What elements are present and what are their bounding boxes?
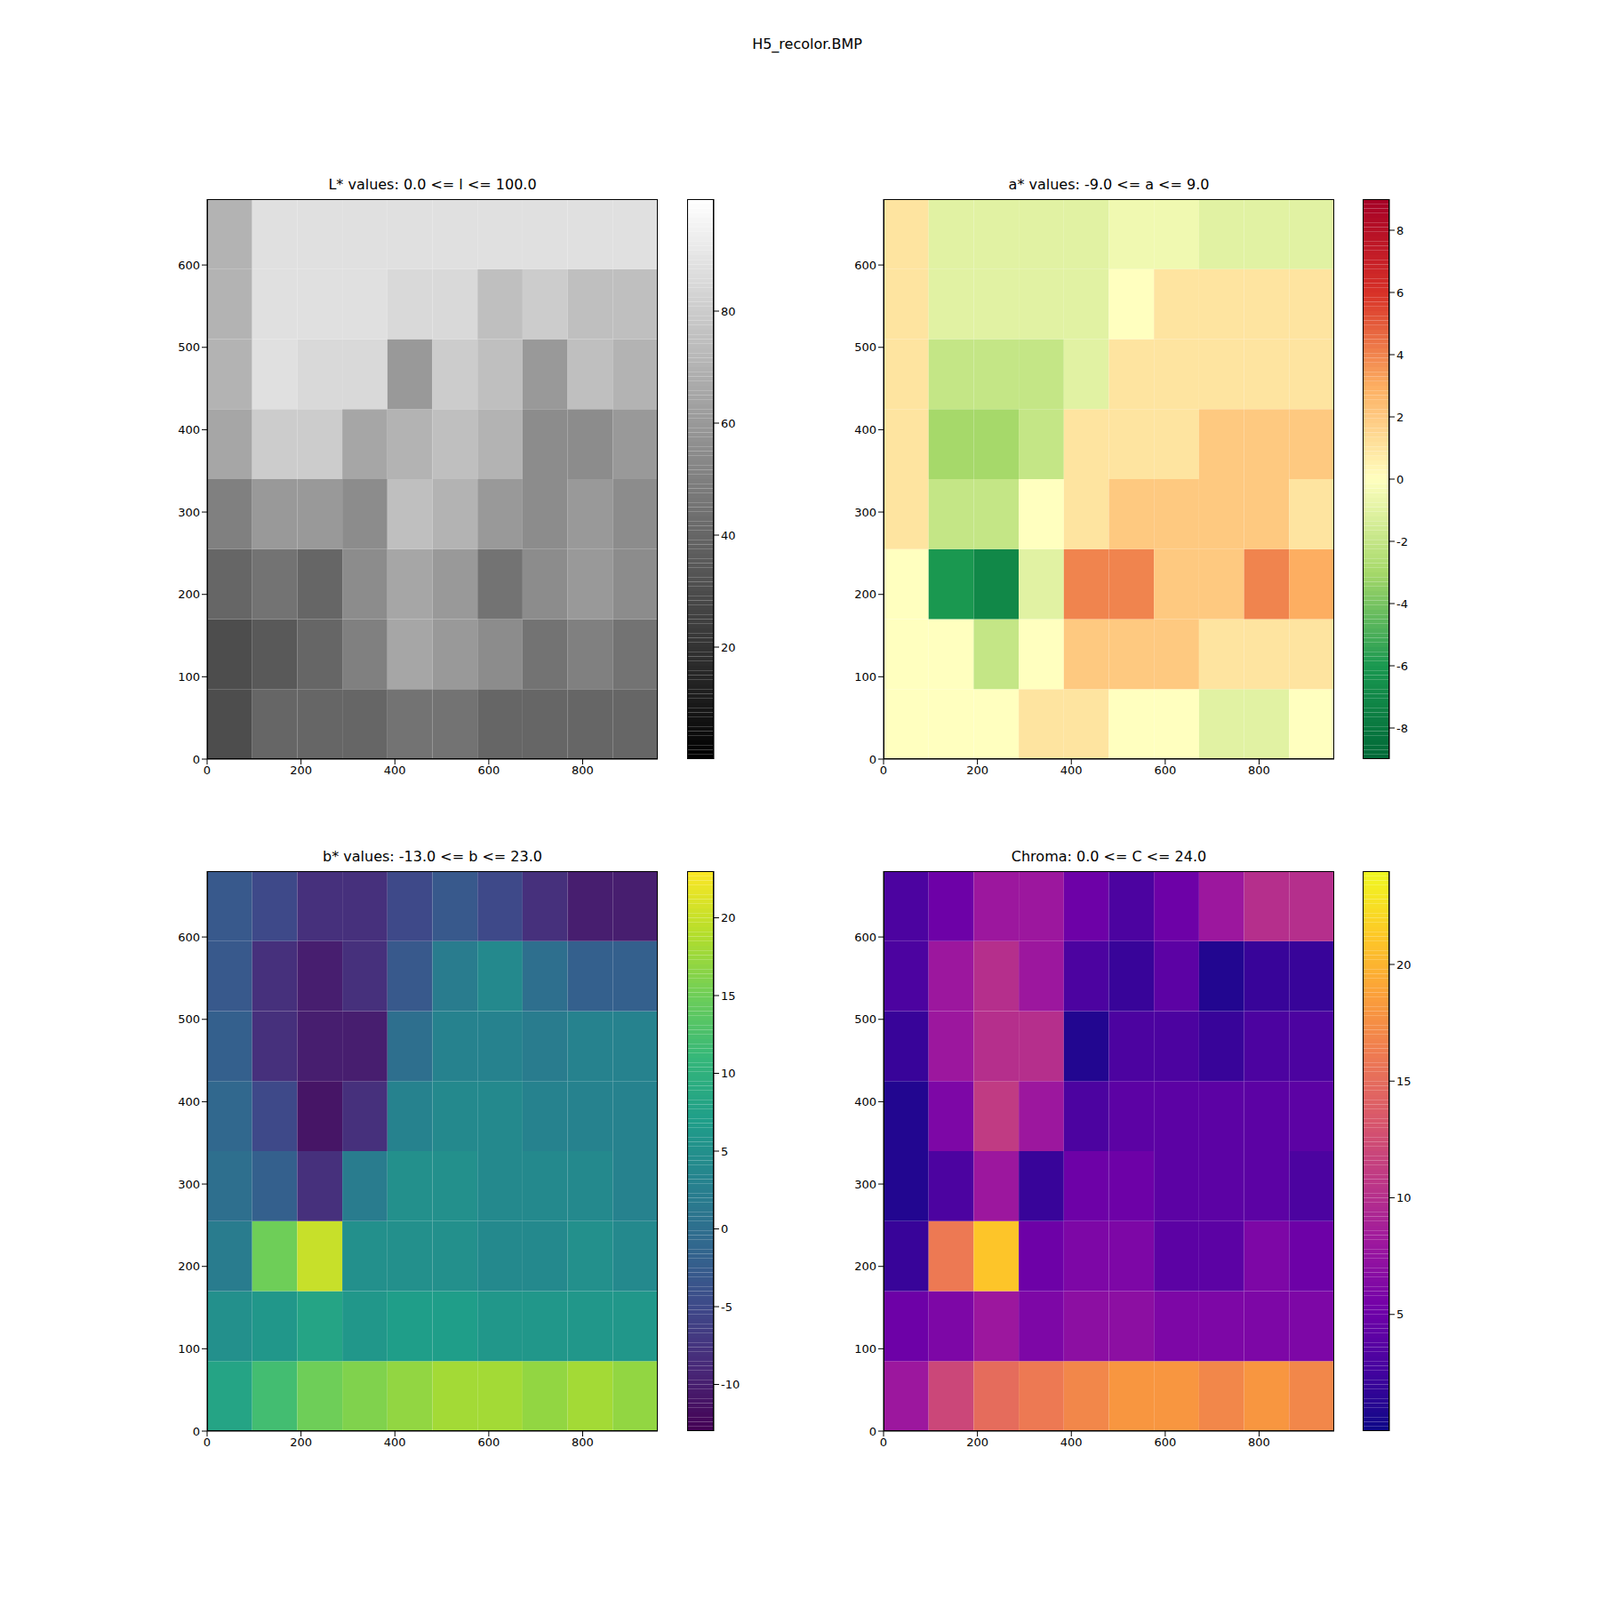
svg-text:8: 8 [1396, 224, 1404, 238]
svg-text:15: 15 [1396, 1074, 1412, 1088]
svg-text:600: 600 [177, 258, 200, 272]
svg-text:-6: -6 [1396, 659, 1408, 673]
svg-text:20: 20 [720, 911, 736, 925]
svg-text:-8: -8 [1396, 721, 1408, 736]
svg-text:15: 15 [720, 989, 736, 1003]
svg-text:200: 200 [966, 763, 989, 777]
svg-text:600: 600 [854, 258, 877, 272]
svg-text:400: 400 [1060, 1435, 1083, 1449]
svg-text:-2: -2 [1396, 535, 1408, 549]
svg-text:10: 10 [720, 1066, 736, 1080]
svg-text:300: 300 [177, 1177, 200, 1192]
svg-text:400: 400 [177, 1095, 200, 1109]
html-text:b* values: -13.0 <= b <= 23.0: b* values: -13.0 <= b <= 23.0 [322, 848, 543, 865]
svg-text:600: 600 [477, 1435, 500, 1449]
svg-text:0: 0 [192, 752, 200, 767]
svg-text:300: 300 [854, 1177, 877, 1192]
svg-text:0: 0 [192, 1424, 200, 1439]
svg-text:60: 60 [720, 416, 736, 431]
svg-text:400: 400 [177, 423, 200, 437]
svg-text:200: 200 [177, 1259, 200, 1273]
svg-text:5: 5 [720, 1144, 728, 1159]
svg-text:200: 200 [966, 1435, 989, 1449]
svg-text:400: 400 [1060, 763, 1083, 777]
svg-text:20: 20 [720, 640, 736, 655]
svg-text:200: 200 [177, 587, 200, 601]
svg-text:20: 20 [1396, 958, 1412, 972]
svg-text:4: 4 [1396, 348, 1404, 362]
svg-text:0: 0 [203, 763, 211, 777]
svg-text:200: 200 [854, 1259, 877, 1273]
svg-text:800: 800 [1248, 1435, 1271, 1449]
svg-text:500: 500 [854, 340, 877, 354]
svg-text:800: 800 [1248, 763, 1271, 777]
svg-text:600: 600 [477, 763, 500, 777]
svg-text:400: 400 [384, 763, 407, 777]
svg-text:500: 500 [177, 1012, 200, 1026]
svg-text:-5: -5 [720, 1300, 733, 1314]
svg-text:800: 800 [571, 1435, 594, 1449]
svg-text:600: 600 [1153, 763, 1176, 777]
svg-text:-10: -10 [720, 1377, 740, 1392]
svg-text:80: 80 [720, 304, 736, 319]
svg-text:800: 800 [571, 763, 594, 777]
svg-text:0: 0 [869, 1424, 877, 1439]
svg-text:2: 2 [1396, 410, 1404, 424]
svg-text:0: 0 [880, 763, 888, 777]
svg-text:0: 0 [880, 1435, 888, 1449]
svg-text:5: 5 [1396, 1307, 1404, 1321]
svg-text:100: 100 [854, 1342, 877, 1356]
svg-text:300: 300 [854, 505, 877, 520]
svg-text:0: 0 [869, 752, 877, 767]
svg-text:200: 200 [854, 587, 877, 601]
svg-text:100: 100 [177, 670, 200, 684]
svg-text:0: 0 [203, 1435, 211, 1449]
svg-text:0: 0 [720, 1222, 728, 1236]
svg-text:100: 100 [854, 670, 877, 684]
svg-text:600: 600 [854, 930, 877, 944]
svg-text:300: 300 [177, 505, 200, 520]
svg-text:500: 500 [854, 1012, 877, 1026]
svg-text:10: 10 [1396, 1191, 1412, 1205]
svg-text:600: 600 [1153, 1435, 1176, 1449]
svg-text:400: 400 [854, 423, 877, 437]
svg-text:400: 400 [854, 1095, 877, 1109]
svg-text:100: 100 [177, 1342, 200, 1356]
svg-text:600: 600 [177, 930, 200, 944]
svg-text:6: 6 [1396, 286, 1404, 300]
svg-text:500: 500 [177, 340, 200, 354]
svg-text:400: 400 [384, 1435, 407, 1449]
html-text:H5_recolor.BMP: H5_recolor.BMP [752, 35, 863, 53]
svg-text:200: 200 [289, 763, 312, 777]
svg-text:-4: -4 [1396, 597, 1408, 611]
svg-text:40: 40 [720, 528, 736, 543]
svg-text:200: 200 [289, 1435, 312, 1449]
html-text:Chroma: 0.0 <= C <= 24.0: Chroma: 0.0 <= C <= 24.0 [1011, 848, 1207, 865]
html-text:L* values: 0.0 <= l <= 100.0: L* values: 0.0 <= l <= 100.0 [328, 176, 537, 193]
html-text:a* values: -9.0 <= a <= 9.0: a* values: -9.0 <= a <= 9.0 [1008, 176, 1210, 193]
svg-text:0: 0 [1396, 472, 1404, 487]
